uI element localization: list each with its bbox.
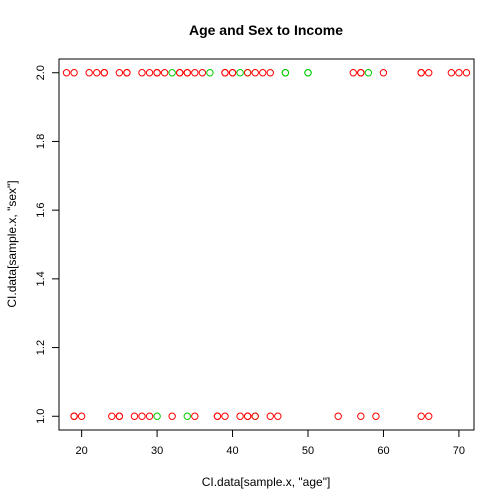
y-tick-label: 1.0	[35, 409, 47, 424]
y-tick-label: 1.4	[35, 271, 47, 286]
x-tick-label: 70	[453, 445, 465, 457]
chart-title: Age and Sex to Income	[189, 22, 343, 38]
data-point	[62, 69, 71, 77]
data-point	[93, 69, 101, 77]
data-point	[77, 412, 86, 420]
data-point	[145, 69, 154, 77]
data-point	[266, 69, 274, 77]
data-point	[221, 412, 229, 420]
data-point	[447, 69, 456, 77]
data-point	[228, 69, 237, 77]
data-point	[243, 69, 252, 77]
data-point	[191, 412, 199, 420]
x-axis-label: CI.data[sample.x, "age"]	[202, 475, 331, 489]
x-tick-label: 40	[226, 445, 238, 457]
y-axis-label: CI.data[sample.x, "sex"]	[5, 180, 19, 307]
data-point	[191, 69, 199, 77]
data-point	[251, 69, 259, 77]
data-point	[259, 69, 267, 77]
data-point	[206, 69, 214, 77]
data-point	[243, 412, 252, 420]
data-point	[334, 412, 342, 420]
data-point	[281, 69, 290, 77]
data-point	[357, 412, 365, 420]
data-point	[70, 69, 78, 77]
data-point	[251, 412, 259, 420]
data-point	[349, 69, 357, 77]
y-axis: 1.0 1.2 1.4 1.6 1.8 2.0	[35, 65, 60, 424]
data-point	[153, 412, 161, 420]
data-point	[168, 69, 176, 77]
data-point	[236, 69, 244, 77]
data-point	[425, 412, 433, 420]
y-tick-label: 2.0	[35, 65, 47, 80]
data-point	[153, 69, 161, 77]
data-point	[372, 412, 380, 420]
data-point	[425, 69, 433, 77]
data-point	[108, 412, 116, 420]
data-point	[138, 412, 146, 420]
x-axis: 20 30 40 50 60 70	[76, 429, 465, 457]
x-tick-label: 20	[76, 445, 88, 457]
data-point	[455, 69, 463, 77]
data-point	[221, 69, 229, 77]
data-point	[304, 69, 312, 77]
plot-frame	[58, 58, 475, 431]
data-point	[364, 69, 373, 77]
data-point	[145, 412, 154, 420]
data-point	[357, 69, 365, 77]
x-tick-label: 50	[302, 445, 314, 457]
y-tick-label: 1.8	[35, 134, 47, 149]
data-point	[138, 69, 146, 77]
data-point	[213, 412, 222, 420]
data-point	[160, 69, 169, 77]
data-points	[62, 69, 471, 420]
data-point	[176, 69, 184, 77]
data-point	[462, 69, 471, 77]
data-point	[417, 69, 425, 77]
data-point	[183, 412, 191, 420]
data-point	[130, 412, 139, 420]
y-tick-label: 1.2	[35, 340, 47, 355]
data-point	[123, 69, 131, 77]
data-point	[417, 412, 425, 420]
data-point	[183, 69, 191, 77]
data-point	[115, 412, 124, 420]
data-point	[85, 69, 93, 77]
data-point	[168, 412, 176, 420]
x-tick-label: 30	[151, 445, 163, 457]
data-point	[115, 69, 124, 77]
data-point	[70, 412, 78, 420]
data-point	[236, 412, 244, 420]
data-point	[274, 412, 282, 420]
x-tick-label: 60	[377, 445, 389, 457]
data-point	[266, 412, 274, 420]
data-point	[379, 69, 388, 77]
data-point	[100, 69, 108, 77]
data-point	[198, 69, 207, 77]
y-tick-label: 1.6	[35, 202, 47, 217]
